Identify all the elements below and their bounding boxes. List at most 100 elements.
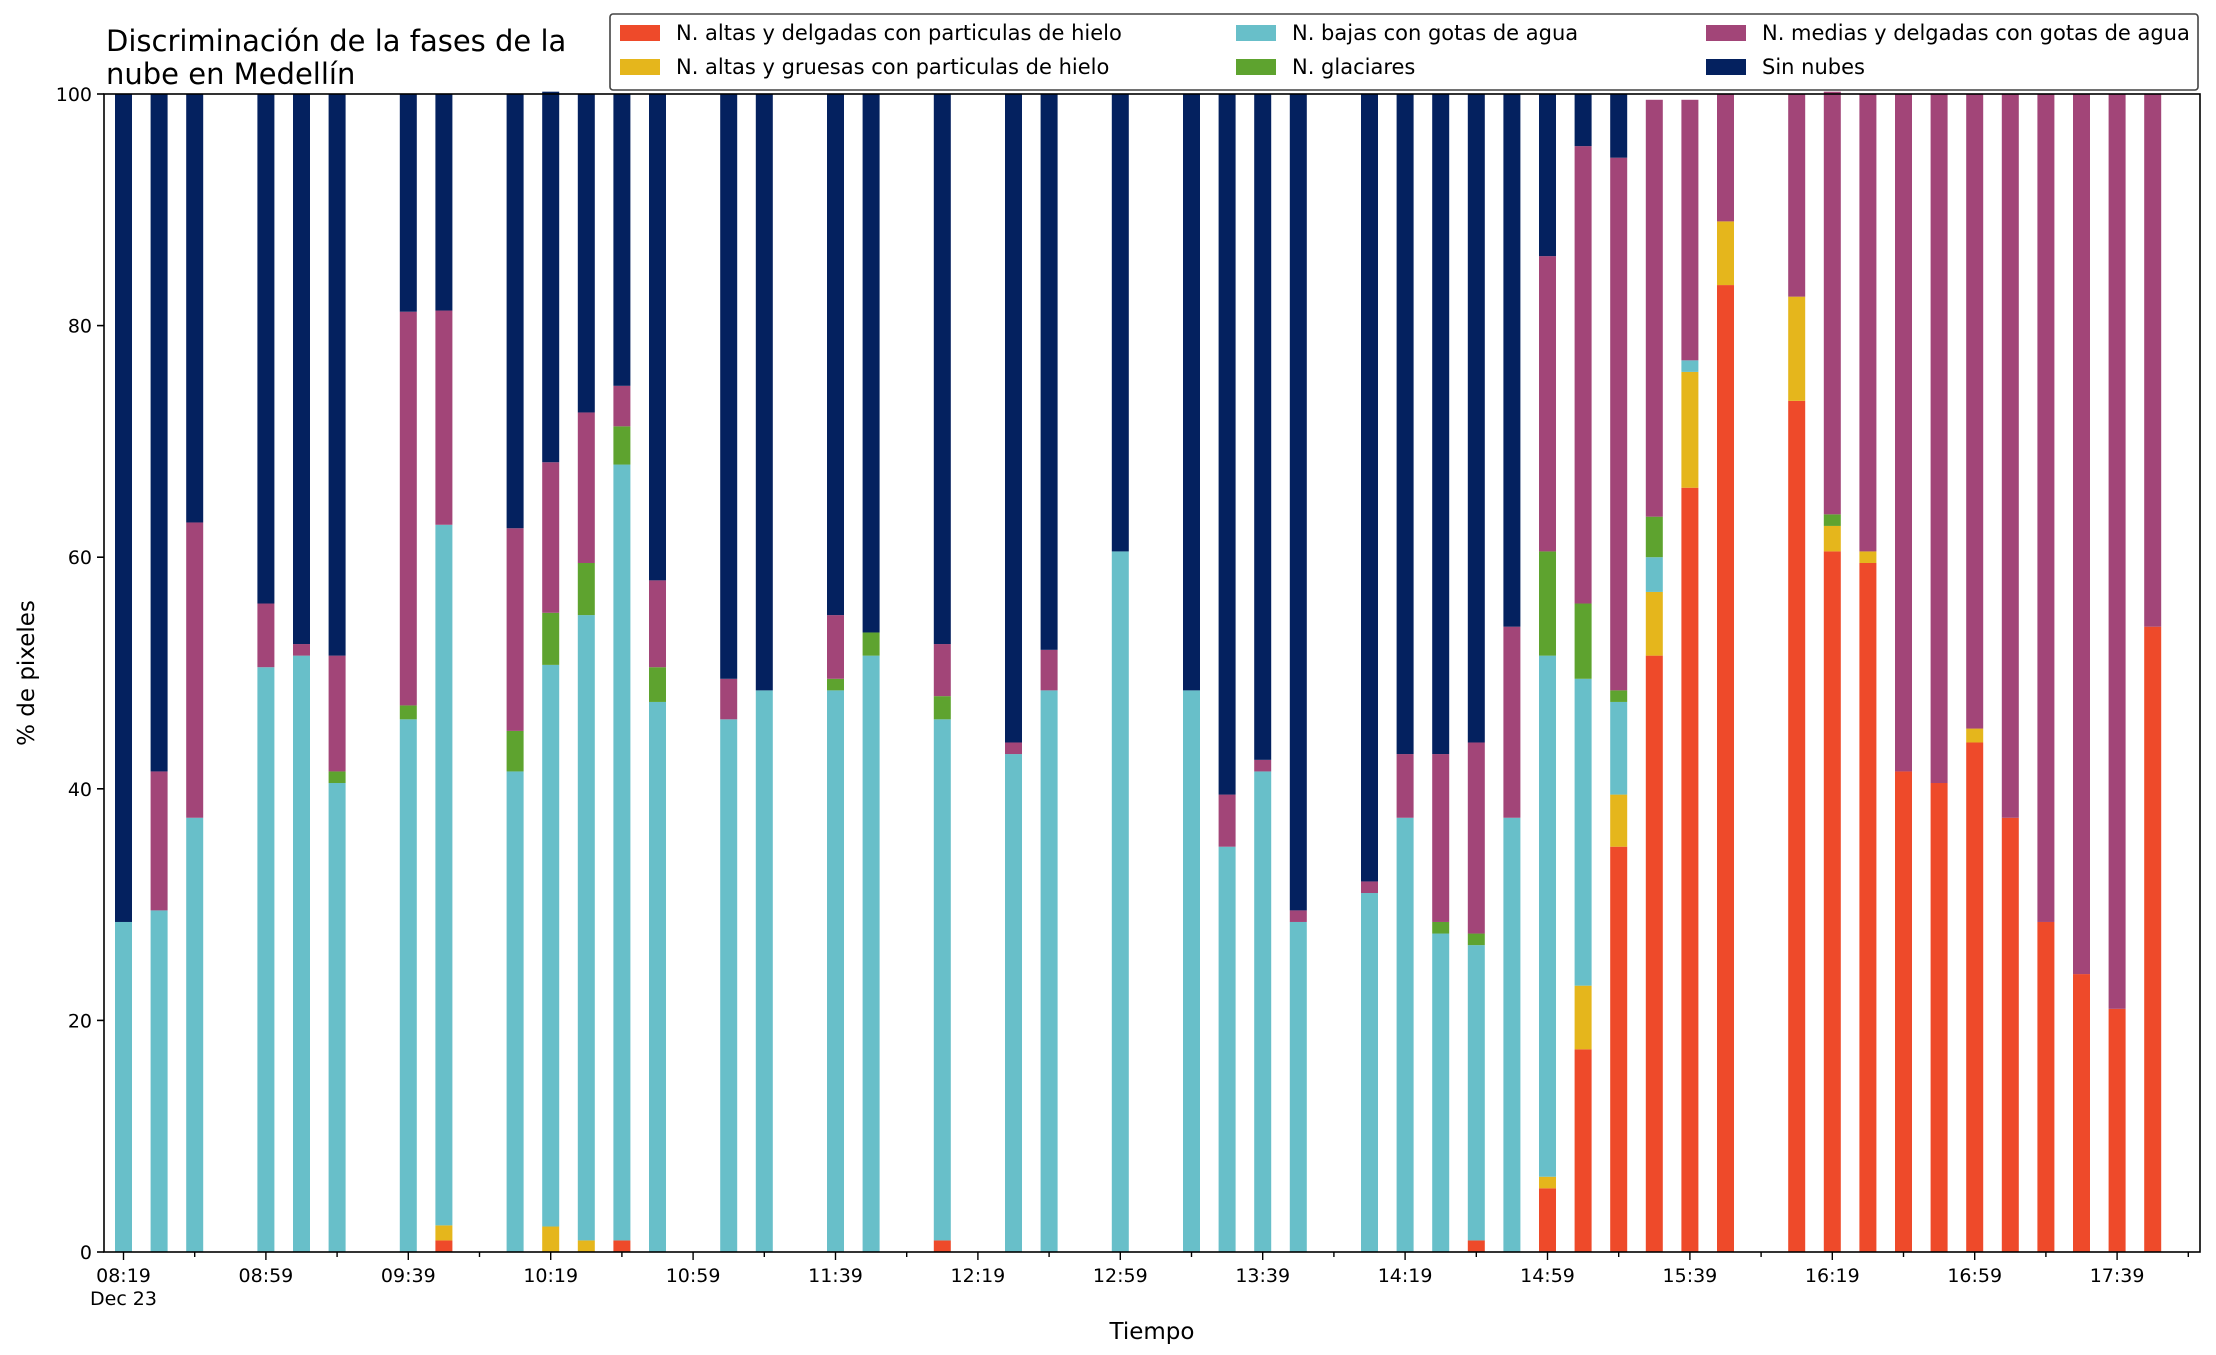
bar-segment-1619-s4 xyxy=(1823,91,1841,515)
bar-segment-1409-s5 xyxy=(1361,94,1378,882)
bar-segment-1039-s3 xyxy=(613,426,631,465)
bar-segment-1239-s5 xyxy=(1040,94,1058,650)
bar-segment-1119-s2 xyxy=(755,690,773,1252)
bar-segment-1109-s4 xyxy=(720,678,738,720)
y-tick-label: 60 xyxy=(68,547,92,569)
x-tick-sublabel: Dec 23 xyxy=(90,1288,157,1310)
bar-segment-1429-s2 xyxy=(1432,933,1450,1252)
bar-segment-1209-s3 xyxy=(933,696,951,720)
bar-segment-1519-s3 xyxy=(1610,690,1628,702)
bar-segment-1409-s4 xyxy=(1361,881,1378,894)
x-tick-label: 16:19 xyxy=(1805,1265,1860,1287)
bar-segment-1519-s5 xyxy=(1610,94,1628,158)
x-tick-label: 15:39 xyxy=(1663,1265,1718,1287)
bar-segment-1449-s4 xyxy=(1503,626,1521,818)
bar-segment-1459-s4 xyxy=(1539,256,1556,552)
bar-segment-1519-s1 xyxy=(1610,794,1628,847)
bar-segment-0839-s2 xyxy=(186,817,204,1252)
bar-segment-1459-s1 xyxy=(1539,1176,1556,1189)
bar-segment-1659-s0 xyxy=(1966,742,1984,1252)
bar-segment-1429-s3 xyxy=(1432,921,1450,934)
bar-segment-0829-s2 xyxy=(150,910,168,1252)
bar-segment-1019-s5 xyxy=(542,91,560,463)
y-axis-label: % de pixeles xyxy=(14,600,40,746)
legend-label: N. glaciares xyxy=(1292,55,1415,79)
bar-segment-1009-s3 xyxy=(506,730,524,772)
bar-segment-1329-s5 xyxy=(1218,94,1236,795)
bar-segment-0909-s4 xyxy=(293,644,310,656)
legend-frame xyxy=(609,13,2199,91)
bar-segment-1339-s5 xyxy=(1254,94,1272,760)
bar-segment-1139-s4 xyxy=(827,615,844,679)
bar-segment-1539-s0 xyxy=(1681,487,1699,1253)
plot-frame xyxy=(103,93,2201,1253)
bar-segment-1319-s2 xyxy=(1183,690,1200,1252)
bar-segment-1529-s2 xyxy=(1645,557,1663,592)
bar-segment-1549-s0 xyxy=(1717,285,1734,1252)
bar-segment-1539-s4 xyxy=(1681,99,1699,361)
bar-segment-0909-s5 xyxy=(293,94,310,645)
bar-segment-1149-s2 xyxy=(862,655,880,1252)
bar-segment-1629-s1 xyxy=(1859,551,1877,563)
bar-segment-1519-s0 xyxy=(1610,846,1628,1252)
bar-segment-1019-s3 xyxy=(542,612,560,665)
x-tick-label: 12:19 xyxy=(951,1265,1006,1287)
bar-segment-1349-s2 xyxy=(1289,921,1307,1252)
bar-segment-1339-s2 xyxy=(1254,771,1272,1252)
bar-segment-1139-s5 xyxy=(827,94,844,616)
legend-swatch xyxy=(1706,59,1746,75)
bar-segment-1039-s0 xyxy=(613,1240,631,1252)
bar-segment-1519-s2 xyxy=(1610,701,1628,795)
bar-segment-1449-s5 xyxy=(1503,94,1521,627)
bar-segment-1549-s4 xyxy=(1717,94,1734,222)
bar-segment-1049-s2 xyxy=(649,701,666,1252)
bar-segment-0819-s2 xyxy=(115,921,132,1252)
bar-segment-1609-s4 xyxy=(1788,94,1806,297)
bar-segment-1619-s1 xyxy=(1823,525,1841,552)
bar-segment-0829-s5 xyxy=(150,94,168,772)
bar-segment-1659-s1 xyxy=(1966,728,1984,743)
bar-segment-1509-s0 xyxy=(1574,1049,1592,1252)
bar-segment-1019-s4 xyxy=(542,462,560,613)
legend-label: Sin nubes xyxy=(1762,55,1865,79)
chart-title-line-2: nube en Medellín xyxy=(106,57,355,91)
bar-segment-0839-s5 xyxy=(186,94,204,523)
bar-segment-1149-s3 xyxy=(862,632,880,656)
chart-title-line-1: Discriminación de la fases de la xyxy=(106,24,566,58)
bars-group xyxy=(115,91,2162,1253)
bar-segment-0939-s4 xyxy=(399,311,417,706)
legend-label: N. altas y gruesas con particulas de hie… xyxy=(676,55,1109,79)
bar-segment-1139-s3 xyxy=(827,678,844,691)
bar-segment-1729-s0 xyxy=(2073,974,2090,1252)
x-axis-label: Tiempo xyxy=(1109,1319,1195,1345)
bar-segment-0829-s4 xyxy=(150,771,168,911)
legend-label: N. altas y delgadas con particulas de hi… xyxy=(676,21,1122,45)
bar-segment-1749-s4 xyxy=(2144,94,2162,627)
bar-segment-0939-s2 xyxy=(399,719,417,1252)
bar-segment-1029-s2 xyxy=(577,615,595,1241)
bar-segment-1639-s0 xyxy=(1895,771,1912,1252)
bar-segment-1459-s2 xyxy=(1539,655,1556,1177)
bar-segment-1009-s2 xyxy=(506,771,524,1252)
x-tick-label: 14:59 xyxy=(1520,1265,1575,1287)
bar-segment-1509-s4 xyxy=(1574,146,1592,604)
bar-segment-1709-s4 xyxy=(2001,94,2019,818)
legend-label: N. medias y delgadas con gotas de agua xyxy=(1762,21,2190,45)
legend-swatch xyxy=(1236,59,1276,75)
legend-swatch xyxy=(620,25,660,41)
bar-segment-1409-s2 xyxy=(1361,893,1378,1252)
bar-segment-1719-s0 xyxy=(2037,921,2055,1252)
bar-segment-1239-s2 xyxy=(1040,690,1058,1252)
legend-label: N. bajas con gotas de agua xyxy=(1292,21,1578,45)
bar-segment-1739-s4 xyxy=(2108,94,2126,1009)
bar-segment-0949-s0 xyxy=(435,1240,453,1252)
bar-segment-1549-s1 xyxy=(1717,221,1734,286)
bar-segment-1229-s4 xyxy=(1005,742,1022,755)
y-tick-label: 100 xyxy=(56,84,92,106)
bar-segment-1719-s4 xyxy=(2037,94,2055,922)
bar-segment-1109-s2 xyxy=(720,719,738,1252)
bar-segment-1439-s5 xyxy=(1467,94,1485,743)
bar-segment-1529-s3 xyxy=(1645,516,1663,558)
bar-segment-1049-s5 xyxy=(649,94,666,581)
